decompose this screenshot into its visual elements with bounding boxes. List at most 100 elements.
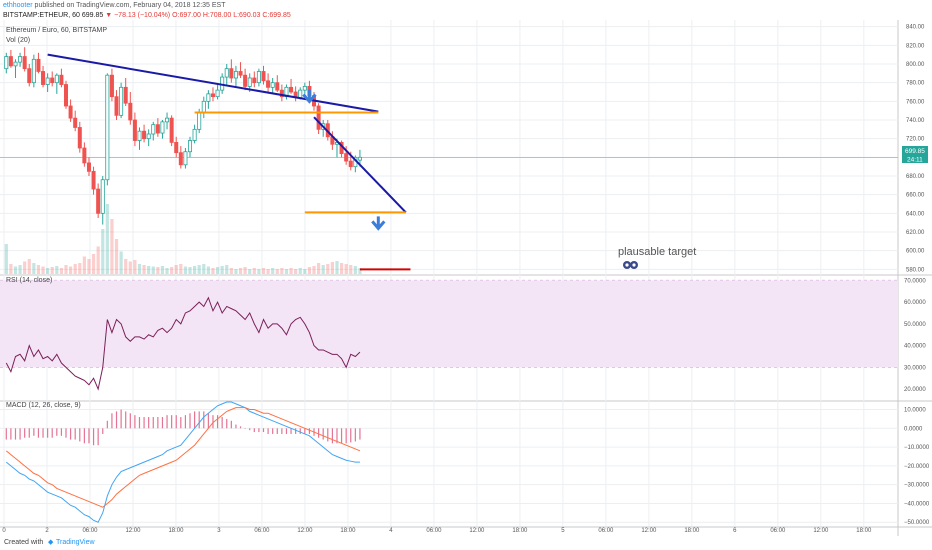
candle-body <box>188 140 193 153</box>
volume-bar <box>41 266 45 274</box>
candle-body <box>54 74 59 84</box>
candle-body <box>357 156 362 161</box>
macd-histogram-bar <box>33 428 35 436</box>
macd-histogram-bar <box>92 428 95 446</box>
lower-trendline <box>313 116 407 214</box>
volume-bar <box>170 267 174 274</box>
macd-histogram-bar <box>180 417 182 429</box>
countdown-tag: 24:11 <box>907 157 923 164</box>
annotation-text[interactable]: plausable target <box>618 246 696 258</box>
candle-body <box>270 82 275 88</box>
macd-histogram-bar <box>97 428 99 446</box>
volume-bar <box>321 265 325 274</box>
rsi-tick-label: 70.0000 <box>904 278 926 284</box>
volume-bar <box>238 268 243 274</box>
candle-body <box>91 170 96 190</box>
tradingview-brand[interactable]: TradingView <box>56 539 95 546</box>
macd-histogram-bar <box>88 428 90 444</box>
macd-histogram-bar <box>143 417 145 429</box>
candle-body <box>279 89 284 98</box>
volume-bar <box>23 261 27 274</box>
time-tick-label: 18:00 <box>684 528 700 534</box>
volume-bar <box>179 264 183 274</box>
chart-header: ethhooter published on TradingView.com, … <box>0 0 932 22</box>
macd-histogram-bar <box>125 411 127 429</box>
volume-bar <box>280 268 284 274</box>
macd-histogram-bar <box>120 409 122 429</box>
countdown-bg <box>902 155 928 163</box>
chart-canvas[interactable]: 0 2 06:00 12:00 18:00 3 06:00 12:00 18:00 4 06:00 1… <box>0 20 932 536</box>
price-tick-label: 600.00 <box>906 249 925 255</box>
candle-body <box>105 74 110 181</box>
volume-bar <box>50 267 54 274</box>
macd-histogram-bar <box>249 428 251 431</box>
arrow-head <box>371 220 386 231</box>
volume-bar <box>339 263 344 274</box>
candle-body <box>4 56 9 70</box>
volume-bar <box>303 269 307 274</box>
candle-body <box>169 117 174 143</box>
volume-bar <box>151 266 155 274</box>
volume-bar <box>275 269 279 274</box>
candle-body <box>197 112 202 130</box>
macd-tick-label: −10.0000 <box>904 445 930 451</box>
volume-bar <box>358 268 362 274</box>
macd-histogram-bar <box>189 413 191 429</box>
rsi-pane-title: RSI (14, close) <box>6 277 52 284</box>
macd-histogram-bar <box>322 428 324 440</box>
candle-body <box>229 68 234 79</box>
macd-histogram-bar <box>138 417 141 429</box>
candle-body <box>275 82 280 91</box>
price-change: ▼ −78.13 (−10.04%) <box>105 12 171 19</box>
macd-histogram-bar <box>253 428 255 433</box>
price-tick-label: 820.00 <box>906 43 925 49</box>
macd-histogram-bar <box>290 428 292 434</box>
volume-bar <box>119 251 123 274</box>
volume-bar <box>271 268 275 274</box>
volume-bar <box>248 269 252 274</box>
candle-body <box>114 96 119 116</box>
current-price-tag: 699.85 <box>905 148 925 155</box>
volume-bar <box>64 265 68 274</box>
candle-body <box>151 124 156 135</box>
macd-tick-label: −20.0000 <box>904 464 930 470</box>
macd-histogram-bar <box>216 415 219 429</box>
volume-bar <box>188 267 192 274</box>
volume-bar <box>335 261 339 274</box>
volume-bar <box>96 246 100 274</box>
macd-histogram-bar <box>74 428 76 440</box>
volume-bar <box>114 239 119 274</box>
macd-histogram-bar <box>102 428 104 434</box>
author-link[interactable]: ethhooter <box>3 2 33 9</box>
candle-body <box>142 130 147 140</box>
candles <box>4 47 362 225</box>
candle-body <box>210 93 215 98</box>
tradingview-logo-icon[interactable]: ◆ <box>48 539 54 546</box>
candle-body <box>289 86 294 93</box>
candle-body <box>100 179 105 214</box>
rsi-band <box>0 280 898 368</box>
ohlc-values: O:697.00 H:708.00 L:690.03 C:699.85 <box>172 12 291 19</box>
macd-histogram-bar <box>285 428 288 434</box>
macd-histogram-bar <box>56 428 58 436</box>
time-tick-label: 18:00 <box>340 528 356 534</box>
price-tick-label: 780.00 <box>906 81 925 87</box>
macd-histogram-bar <box>134 415 136 429</box>
macd-histogram-bar <box>327 428 329 442</box>
candle-body <box>174 142 179 154</box>
candle-body <box>119 86 124 116</box>
axes: 0 2 06:00 12:00 18:00 3 06:00 12:00 18:00 4 06:00 1… <box>2 25 930 534</box>
macd-histogram-bar <box>221 417 223 429</box>
macd-tick-label: −40.0000 <box>904 501 930 507</box>
time-tick-label: 2 <box>45 528 49 534</box>
trend-drawings[interactable] <box>47 53 411 271</box>
macd-histogram-bar <box>336 428 338 444</box>
price-tick-label: 760.00 <box>906 99 925 105</box>
price-tick-label: 620.00 <box>906 230 925 236</box>
candle-body <box>27 68 32 84</box>
volume-bar <box>9 264 13 274</box>
candle-body <box>238 71 243 76</box>
volume-bar <box>174 265 178 274</box>
volume-bar <box>220 266 224 274</box>
volume-bar <box>289 268 293 274</box>
